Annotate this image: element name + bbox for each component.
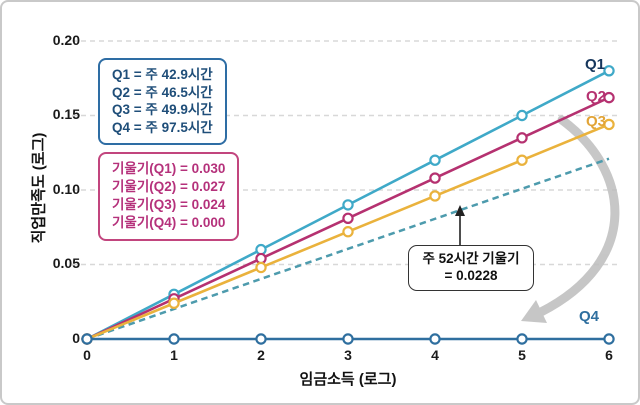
annotation-leader-arrow	[455, 205, 465, 245]
series-label-q3: Q3	[586, 113, 607, 130]
legend-line-q3-hours: Q3 = 주 49.9시간	[112, 102, 213, 117]
legend-line-q4-hours: Q4 = 주 97.5시간	[112, 119, 213, 135]
x-tick-label: 5	[518, 347, 526, 363]
x-tick-label: 3	[344, 347, 352, 363]
x-tick-label: 2	[257, 347, 265, 363]
legend-slopes: 기울기(Q1) = 0.030 기울기(Q2) = 0.027 기울기(Q3) …	[98, 152, 240, 241]
series-label-q4: Q4	[579, 308, 600, 325]
annotation-text-line1: 주 52시간 기울기	[422, 251, 520, 266]
data-series	[81, 65, 615, 345]
legend-line-q2-slope: 기울기(Q2) = 0.027	[112, 179, 226, 194]
legend-line-q1-slope: 기울기(Q1) = 0.030	[112, 161, 226, 176]
y-tick-label: 0.15	[52, 106, 80, 122]
y-axis-title: 직업만족도 (로그)	[30, 132, 48, 244]
y-tick-label: 0.10	[52, 181, 80, 197]
x-axis-title: 임금소득 (로그)	[299, 371, 397, 388]
x-tick-label: 1	[170, 347, 178, 363]
legend-line-q2-hours: Q2 = 주 46.5시간	[112, 84, 213, 100]
legend-weekly-hours: Q1 = 주 42.9시간 Q2 = 주 46.5시간 Q3 = 주 49.9시…	[98, 58, 227, 145]
x-tick-label: 4	[431, 347, 439, 363]
slope-annotation-callout: 주 52시간 기울기 = 0.0228	[408, 245, 534, 291]
legend-line-q4-slope: 기울기(Q4) = 0.000	[112, 215, 226, 230]
x-tick-label: 6	[605, 347, 613, 363]
x-tick-label: 0	[83, 347, 91, 363]
y-tick-label: 0.05	[52, 255, 80, 271]
y-tick-label: 0	[72, 330, 80, 346]
curved-arrow	[521, 115, 620, 323]
legend-line-q1-hours: Q1 = 주 42.9시간	[112, 67, 213, 82]
series-label-q2: Q2	[586, 88, 607, 105]
annotation-text-line2: = 0.0228	[444, 267, 498, 283]
series-label-q1: Q1	[585, 56, 606, 73]
legend-line-q3-slope: 기울기(Q3) = 0.024	[112, 197, 226, 212]
y-tick-label: 0.20	[52, 32, 80, 48]
